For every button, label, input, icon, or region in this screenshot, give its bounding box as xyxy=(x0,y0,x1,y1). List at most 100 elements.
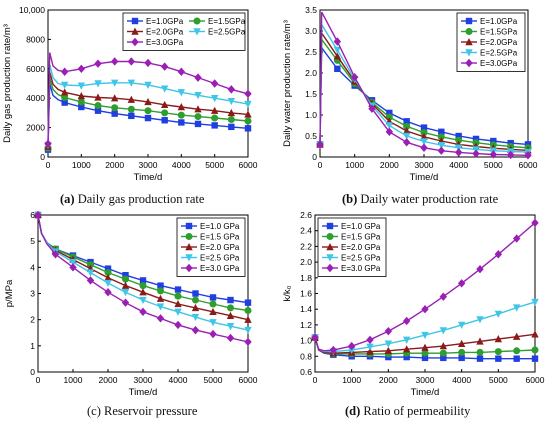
legend-marker xyxy=(326,243,334,251)
data-point xyxy=(211,114,219,122)
legend-label: E=2.5 GPa xyxy=(341,254,381,263)
data-point xyxy=(128,112,135,120)
y-tick-label: 6 xyxy=(30,210,35,220)
data-point xyxy=(402,316,411,326)
y-tick-label: 0 xyxy=(312,152,317,162)
data-point xyxy=(458,348,466,356)
data-point xyxy=(244,299,252,306)
data-point xyxy=(139,307,147,317)
x-tick-label: 6000 xyxy=(239,160,258,170)
legend-label: E=1.5GPa xyxy=(480,28,518,37)
data-point xyxy=(161,109,169,117)
legend-marker xyxy=(465,49,473,57)
legend-label: E=2.5GPa xyxy=(208,28,246,37)
data-point xyxy=(104,287,112,297)
data-point xyxy=(210,79,219,88)
legend-label: E=2.0GPa xyxy=(146,28,184,37)
series-E=3.0GPa xyxy=(316,11,532,160)
legend-label: E=1.0GPa xyxy=(480,17,518,26)
x-tick-label: 6000 xyxy=(519,160,538,170)
data-point xyxy=(421,349,429,357)
data-point xyxy=(139,296,147,305)
data-point xyxy=(139,277,147,284)
y-axis-label: Daily gas production rate/m³ xyxy=(2,24,13,143)
data-point xyxy=(174,320,182,330)
data-point xyxy=(60,81,69,89)
y-tick-label: 1 xyxy=(30,341,35,351)
data-point xyxy=(227,85,236,94)
x-tick-label: 5000 xyxy=(484,160,503,170)
series-E=3.0 GPa xyxy=(34,210,252,347)
data-point xyxy=(209,329,217,339)
y-tick-label: 1.4 xyxy=(300,304,312,314)
data-point xyxy=(157,282,164,289)
y-tick-label: 2.2 xyxy=(300,241,312,251)
legend-marker xyxy=(185,243,193,251)
data-point xyxy=(210,95,219,103)
data-point xyxy=(512,234,521,243)
data-point xyxy=(178,119,185,126)
data-point xyxy=(402,126,411,135)
data-point xyxy=(226,333,235,343)
data-point xyxy=(191,325,200,335)
x-tick-label: 3000 xyxy=(415,160,434,170)
x-tick-label: 1000 xyxy=(342,375,361,385)
y-tick-label: 2 xyxy=(30,315,35,325)
data-point xyxy=(192,290,199,297)
x-tick-label: 0 xyxy=(46,160,51,170)
data-point xyxy=(121,288,130,297)
legend-marker xyxy=(326,222,334,230)
data-point xyxy=(384,326,393,336)
data-point xyxy=(94,107,102,114)
data-point xyxy=(177,111,185,119)
x-tick-label: 0 xyxy=(36,375,41,385)
data-point xyxy=(194,105,202,113)
data-point xyxy=(104,273,112,281)
data-point xyxy=(402,336,411,344)
data-point xyxy=(524,151,532,160)
x-tick-label: 3000 xyxy=(134,375,153,385)
legend-label: E=2.0 GPa xyxy=(341,243,381,252)
data-point xyxy=(421,343,429,351)
data-point xyxy=(457,321,466,329)
data-point xyxy=(160,62,169,71)
data-point xyxy=(191,313,200,322)
data-point xyxy=(384,340,393,348)
legend-label: E=3.0 GPa xyxy=(341,264,381,273)
data-point xyxy=(122,271,129,279)
data-point xyxy=(139,282,147,290)
data-point xyxy=(476,264,484,274)
data-point xyxy=(454,148,463,157)
legend-marker xyxy=(185,263,193,273)
legend-marker xyxy=(131,37,139,47)
series-line xyxy=(47,52,249,144)
data-point xyxy=(110,57,119,66)
legend-marker xyxy=(193,28,201,36)
data-point xyxy=(156,314,165,323)
data-point xyxy=(244,125,252,132)
data-point xyxy=(402,345,411,353)
series-line xyxy=(47,64,249,146)
data-point xyxy=(420,143,428,152)
data-point xyxy=(458,354,465,362)
data-point xyxy=(111,110,118,117)
data-point xyxy=(531,355,539,362)
data-point xyxy=(403,353,410,361)
data-point xyxy=(385,122,394,130)
chart-panel-d: 0 1000 2000 3000 4000 5000 6000 0.6 0.8 1.0 1.2 1.4… xyxy=(282,210,545,398)
data-point xyxy=(440,354,447,362)
data-point xyxy=(194,120,202,128)
data-point xyxy=(227,296,234,304)
data-point xyxy=(513,347,521,355)
data-point xyxy=(122,275,129,283)
data-point xyxy=(455,136,463,144)
x-tick-label: 1000 xyxy=(345,160,364,170)
data-point xyxy=(421,331,429,340)
data-point xyxy=(333,52,342,60)
data-point xyxy=(69,263,77,272)
data-point xyxy=(366,347,374,355)
data-point xyxy=(69,258,77,267)
data-point xyxy=(386,109,393,117)
